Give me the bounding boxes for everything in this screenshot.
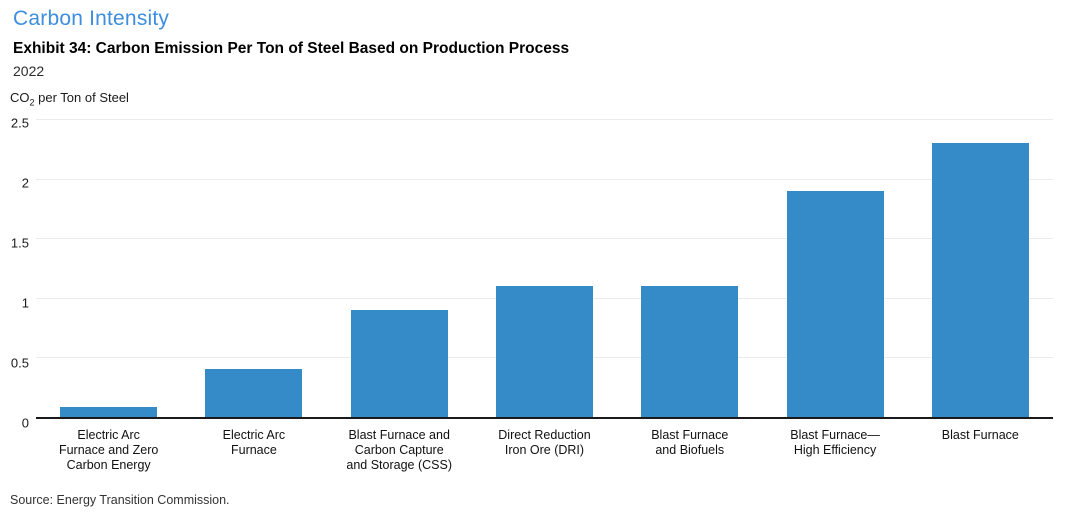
gridline	[36, 178, 1053, 180]
x-category-label-1: Electric Arc Furnace and Zero Carbon Energ…	[58, 428, 159, 472]
bar-slot	[762, 119, 907, 417]
page-title: Carbon Intensity	[13, 7, 170, 30]
gridline	[36, 119, 1053, 120]
y-axis-ticks: 0 0.5 1 1.5 2 2.5	[0, 115, 29, 431]
exhibit-year: 2022	[13, 63, 45, 79]
gridline	[36, 238, 1053, 240]
y-tick-label: 1	[21, 295, 29, 311]
y-axis-title-rest: per Ton of Steel	[34, 90, 129, 105]
x-category-label-5: Blast Furnace and Biofuels	[651, 428, 729, 457]
x-category-label-7: Blast Furnace	[941, 428, 1019, 442]
y-tick-label: 2	[21, 175, 29, 191]
plot-area	[36, 119, 1053, 419]
bar-1	[60, 407, 158, 417]
bar-4	[495, 285, 593, 417]
x-category-label-4: Direct Reduction Iron Ore (DRI)	[498, 428, 591, 457]
bar-slot	[327, 119, 472, 417]
y-tick-label: 1.5	[10, 235, 29, 251]
bar-2	[205, 369, 303, 417]
bar-slot	[36, 119, 181, 417]
y-axis-title-subscript: 2	[29, 97, 35, 108]
bar-slot	[617, 119, 762, 417]
y-axis-title: CO2 per Ton of Steel	[10, 90, 129, 108]
y-tick-label: 0.5	[10, 355, 29, 371]
x-category-label-3: Blast Furnace and Carbon Capture and Stora…	[346, 428, 452, 472]
bar-6	[786, 190, 884, 417]
bar-3	[350, 309, 448, 417]
y-tick-label: 2.5	[10, 115, 29, 131]
y-tick-label: 0	[21, 415, 29, 431]
bar-5	[641, 285, 739, 417]
bar-slot	[472, 119, 617, 417]
bar-slot	[181, 119, 326, 417]
x-axis-labels: Electric Arc Furnace and Zero Carbon Energ…	[36, 428, 1053, 473]
exhibit-title: Exhibit 34: Carbon Emission Per Ton of S…	[13, 40, 570, 57]
bar-slot	[908, 119, 1053, 417]
y-axis-title-prefix: CO	[10, 90, 30, 105]
x-category-label-2: Electric Arc Furnace	[222, 428, 286, 457]
source-note: Source: Energy Transition Commission.	[10, 493, 230, 507]
x-category-label-6: Blast Furnace— High Efficiency	[790, 428, 880, 457]
bar-7	[931, 142, 1029, 417]
